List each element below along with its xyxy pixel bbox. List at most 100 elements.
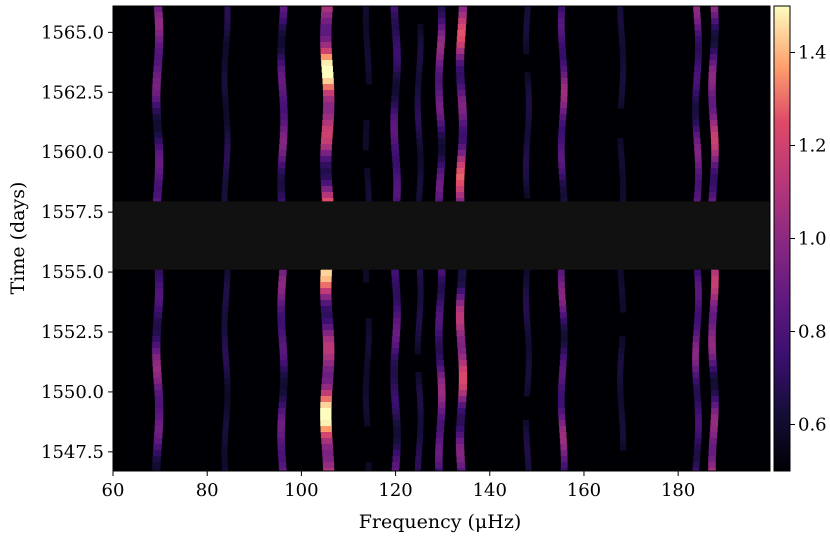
ridge-cell bbox=[558, 30, 565, 37]
ridge-cell bbox=[221, 78, 228, 85]
ridge-cell bbox=[363, 408, 370, 415]
ridge-cell bbox=[320, 282, 332, 289]
ridge-cell bbox=[435, 198, 443, 205]
ridge-cell bbox=[694, 396, 701, 403]
ridge-cell bbox=[278, 84, 287, 91]
ridge-cell bbox=[458, 102, 467, 109]
ridge-cell bbox=[436, 300, 445, 307]
ridge-cell bbox=[320, 12, 333, 19]
ridge-cell bbox=[222, 432, 229, 439]
ridge-cell bbox=[224, 18, 231, 25]
ridge-cell bbox=[152, 78, 161, 85]
ridge-cell bbox=[223, 408, 230, 415]
ridge-cell bbox=[322, 78, 334, 85]
ridge-cell bbox=[437, 36, 445, 43]
ridge-cell bbox=[222, 54, 229, 61]
ridge-cell bbox=[558, 120, 566, 127]
ridge-cell bbox=[221, 186, 228, 193]
ridge-cell bbox=[416, 438, 423, 445]
ridge-cell bbox=[692, 354, 699, 361]
ridge-cell bbox=[617, 144, 624, 151]
ridge-cell bbox=[222, 468, 229, 471]
ridge-cell bbox=[154, 306, 163, 313]
ridge-cell bbox=[710, 414, 719, 421]
ridge-cell bbox=[458, 144, 467, 151]
ridge-cell bbox=[711, 270, 719, 277]
ridge-cell bbox=[436, 360, 444, 367]
ridge-cell bbox=[692, 372, 700, 379]
ridge-cell bbox=[153, 438, 163, 445]
ridge-cell bbox=[619, 42, 626, 49]
ridge-cell bbox=[222, 348, 229, 355]
ridge-cell bbox=[437, 30, 446, 37]
ridge-cell bbox=[392, 36, 401, 43]
ridge-cell bbox=[363, 276, 370, 283]
ridge-cell bbox=[560, 348, 568, 355]
ridge-cell bbox=[694, 444, 701, 451]
ridge-cell bbox=[560, 462, 568, 469]
ridge-cell bbox=[392, 330, 401, 337]
ridge-cell bbox=[524, 72, 531, 79]
ridge-cell bbox=[456, 294, 465, 301]
ridge-cell bbox=[618, 96, 625, 103]
ridge-cell bbox=[708, 450, 717, 457]
ridge-cell bbox=[323, 354, 335, 361]
ridge-cell bbox=[711, 18, 719, 25]
ridge-cell bbox=[277, 306, 285, 313]
ridge-cell bbox=[435, 336, 443, 343]
ridge-cell bbox=[708, 192, 717, 199]
ridge-cell bbox=[278, 24, 287, 31]
ridge-cell bbox=[152, 90, 161, 97]
ridge-cell bbox=[435, 450, 443, 457]
ridge-cell bbox=[692, 378, 700, 385]
ridge-cell bbox=[456, 300, 465, 307]
ridge-cell bbox=[321, 66, 333, 73]
ridge-cell bbox=[523, 180, 530, 187]
ridge-cell bbox=[363, 414, 370, 421]
ridge-cell bbox=[437, 402, 446, 409]
ridge-cell bbox=[694, 306, 702, 313]
ridge-cell bbox=[320, 270, 332, 277]
ridge-cell bbox=[323, 342, 335, 349]
ridge-cell bbox=[222, 354, 229, 361]
ridge-cell bbox=[155, 276, 164, 283]
ridge-cell bbox=[223, 30, 230, 37]
ridge-cell bbox=[390, 354, 399, 361]
ridge-cell bbox=[694, 270, 701, 277]
ridge-cell bbox=[525, 108, 532, 115]
ridge-cell bbox=[524, 378, 532, 385]
ridge-cell bbox=[221, 192, 228, 199]
ridge-cell bbox=[525, 84, 532, 91]
ridge-cell bbox=[278, 156, 286, 163]
ridge-cell bbox=[277, 312, 285, 319]
ridge-cell bbox=[390, 108, 399, 115]
ridge-cell bbox=[456, 336, 466, 343]
ridge-cell bbox=[416, 192, 423, 199]
ridge-cell bbox=[457, 342, 466, 349]
ridge-cell bbox=[362, 138, 369, 145]
x-tick-label: 140 bbox=[473, 480, 507, 501]
ridge-cell bbox=[364, 168, 371, 175]
ridge-cell bbox=[694, 180, 702, 187]
ridge-cell bbox=[559, 48, 566, 55]
ridge-cell bbox=[280, 378, 288, 385]
ridge-cell bbox=[695, 42, 702, 49]
ridge-cell bbox=[417, 174, 424, 181]
ridge-cell bbox=[222, 174, 229, 181]
ridge-cell bbox=[280, 120, 288, 127]
ridge-cell bbox=[524, 384, 531, 391]
ridge-cell bbox=[362, 24, 370, 31]
ridge-cell bbox=[223, 162, 230, 169]
ridge-cell bbox=[390, 132, 399, 139]
ridge-cell bbox=[279, 102, 288, 109]
ridge bbox=[522, 6, 532, 471]
ridge-cell bbox=[692, 366, 700, 373]
ridge-cell bbox=[710, 42, 719, 49]
ridge-cell bbox=[708, 90, 716, 97]
ridge-cell bbox=[392, 198, 401, 205]
ridge-cell bbox=[458, 138, 467, 145]
ridge-cell bbox=[224, 396, 231, 403]
ridge-cell bbox=[364, 354, 371, 361]
ridge-cell bbox=[525, 462, 532, 469]
ridge-cell bbox=[154, 138, 163, 145]
